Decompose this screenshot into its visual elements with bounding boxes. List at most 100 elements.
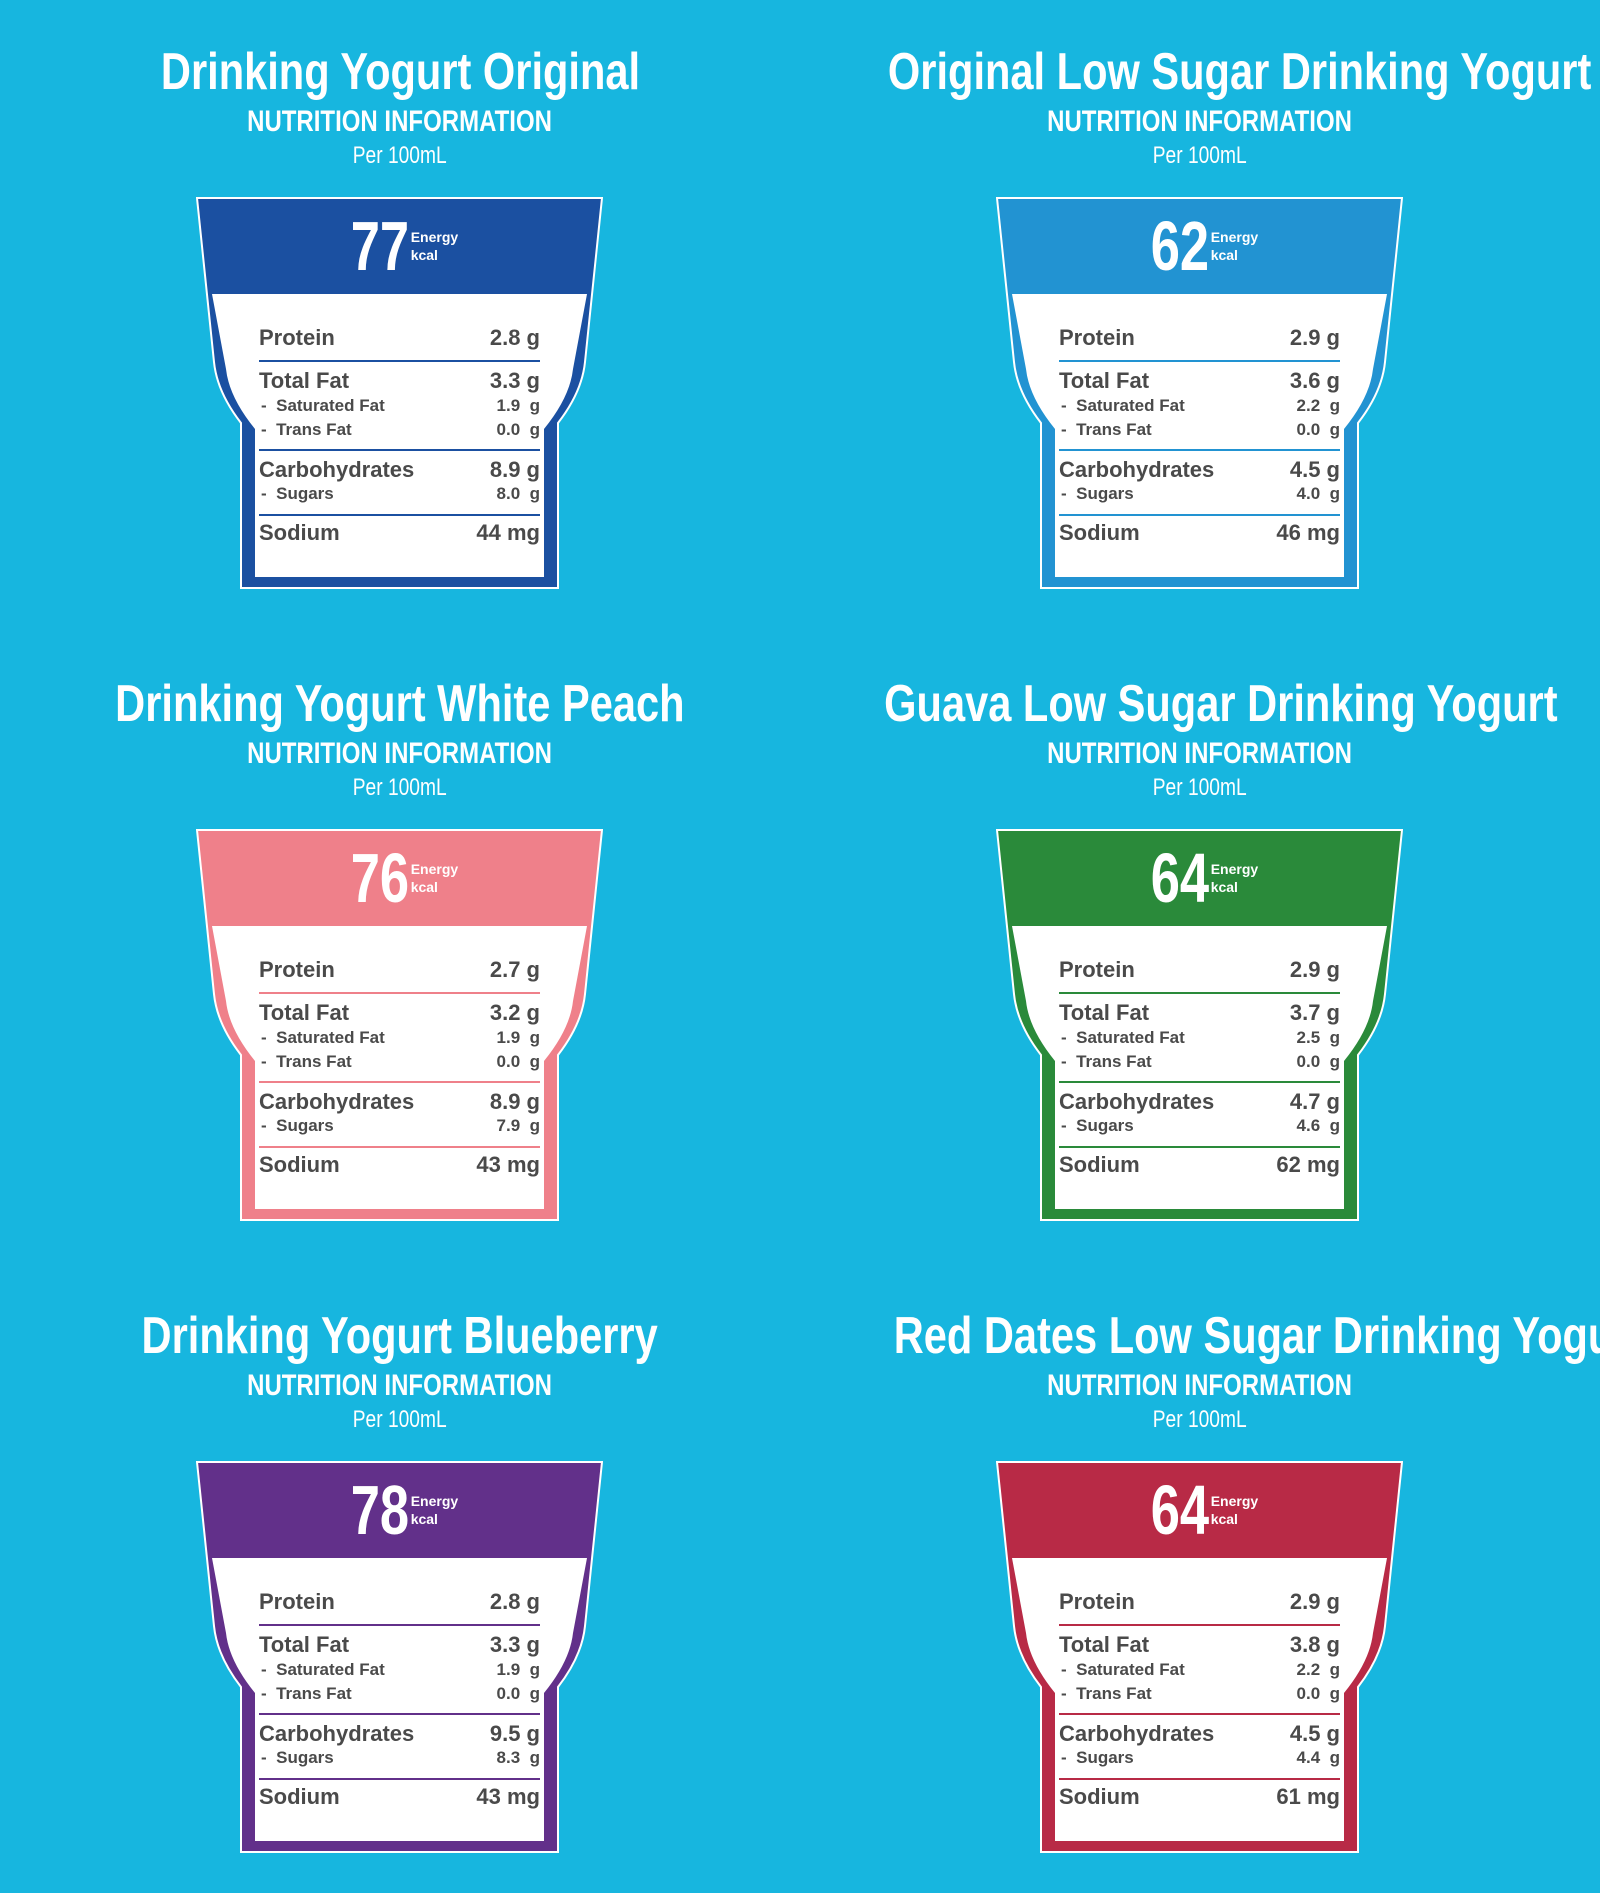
nutrient-name: Sodium xyxy=(259,1152,340,1177)
nutrient-row: - Trans Fat 0.0 g xyxy=(259,420,540,440)
cup-inner xyxy=(212,1558,587,1841)
energy-value: 64 xyxy=(1150,1471,1209,1549)
nutrient-value: 4.7 g xyxy=(1289,1089,1340,1114)
nutrient-value: 4.4 g xyxy=(1296,1748,1340,1767)
divider xyxy=(1059,1713,1340,1715)
nutrient-name: Sodium xyxy=(259,1784,340,1809)
nutrient-row: - Sugars 4.6 g xyxy=(1059,1116,1340,1136)
energy: 62 Energy kcal xyxy=(996,211,1403,281)
nutrient-name: - Trans Fat xyxy=(261,420,352,439)
nutrition-panel: Red Dates Low Sugar Drinking Yogurt NUTRI… xyxy=(800,1304,1600,1864)
nutrient-name: Carbohydrates xyxy=(1059,1089,1215,1114)
energy-label: Energy xyxy=(1210,229,1259,245)
panel-subtitle-text: NUTRITION INFORMATION xyxy=(1047,105,1353,138)
nutrient-name: - Saturated Fat xyxy=(1061,1028,1185,1047)
cup-inner xyxy=(1012,926,1387,1209)
nutrient-row: - Sugars 4.4 g xyxy=(1059,1748,1340,1768)
cup-inner xyxy=(1012,294,1387,577)
nutrient-row: - Trans Fat 0.0 g xyxy=(259,1052,540,1072)
energy: 77 Energy kcal xyxy=(196,211,603,281)
nutrient-name: Protein xyxy=(1059,1589,1135,1614)
nutrient-value: 1.9 g xyxy=(496,1660,540,1679)
cup-shape xyxy=(996,1461,1403,1853)
nutrient-name: - Trans Fat xyxy=(1061,420,1152,439)
nutrient-name: - Sugars xyxy=(261,484,334,503)
nutrient-name: Protein xyxy=(259,1589,335,1614)
energy-value: 62 xyxy=(1150,207,1209,285)
nutrient-name: - Sugars xyxy=(261,1748,334,1767)
nutrient-name: Total Fat xyxy=(1059,1000,1150,1025)
panel-subtitle: NUTRITION INFORMATION xyxy=(0,739,800,769)
nutrient-value: 9.5 g xyxy=(489,1721,540,1746)
cup-shape xyxy=(196,829,603,1221)
nutrient-row: - Sugars 8.0 g xyxy=(259,484,540,504)
divider xyxy=(259,1778,540,1780)
divider xyxy=(1059,514,1340,516)
nutrient-row: Protein 2.9 g xyxy=(1059,957,1340,983)
cup-inner xyxy=(212,926,587,1209)
nutrient-row: - Saturated Fat 2.2 g xyxy=(1059,1660,1340,1680)
energy-value: 77 xyxy=(350,207,409,285)
nutrient-value: 8.3 g xyxy=(496,1748,540,1767)
nutrient-value: 2.9 g xyxy=(1289,325,1340,350)
energy-value: 64 xyxy=(1150,839,1209,917)
nutrient-row: Total Fat 3.3 g xyxy=(259,368,540,394)
nutrient-name: Sodium xyxy=(1059,520,1140,545)
nutrient-value: 8.9 g xyxy=(489,457,540,482)
cup-label: 64 Energy kcal Protein 2.9 g Total Fat 3.7 g - … xyxy=(996,829,1403,1221)
nutrient-row: Carbohydrates 9.5 g xyxy=(259,1721,540,1747)
energy-unit: kcal xyxy=(410,1511,438,1527)
energy-labels: Energy kcal xyxy=(411,228,458,264)
nutrient-value: 2.5 g xyxy=(1296,1028,1340,1047)
nutrient-name: Sodium xyxy=(259,520,340,545)
nutrient-name: - Trans Fat xyxy=(261,1052,352,1071)
energy-labels: Energy kcal xyxy=(1211,1492,1258,1528)
divider xyxy=(259,1081,540,1083)
product-title-text: Red Dates Low Sugar Drinking Yogurt xyxy=(893,1307,1600,1365)
product-title-text: Drinking Yogurt White Peach xyxy=(115,675,685,733)
product-title: Drinking Yogurt White Peach xyxy=(0,678,800,730)
nutrient-row: Sodium 62 mg xyxy=(1059,1152,1340,1178)
energy: 64 Energy kcal xyxy=(996,843,1403,913)
serving-size: Per 100mL xyxy=(800,144,1600,168)
divider xyxy=(259,1624,540,1626)
nutrient-value: 4.6 g xyxy=(1296,1116,1340,1135)
product-title: Drinking Yogurt Blueberry xyxy=(0,1310,800,1362)
nutrient-row: Total Fat 3.3 g xyxy=(259,1632,540,1658)
nutrient-row: Carbohydrates 8.9 g xyxy=(259,457,540,483)
nutrient-name: Carbohydrates xyxy=(1059,1721,1215,1746)
cup-shape xyxy=(196,1461,603,1853)
nutrient-name: Total Fat xyxy=(259,1632,350,1657)
energy-labels: Energy kcal xyxy=(1211,860,1258,896)
nutrient-value: 1.9 g xyxy=(496,396,540,415)
panel-subtitle-text: NUTRITION INFORMATION xyxy=(247,737,553,770)
nutrition-panel: Guava Low Sugar Drinking Yogurt NUTRITION… xyxy=(800,672,1600,1232)
nutrient-row: - Saturated Fat 2.5 g xyxy=(1059,1028,1340,1048)
panel-subtitle: NUTRITION INFORMATION xyxy=(0,107,800,137)
panel-subtitle-text: NUTRITION INFORMATION xyxy=(1047,737,1353,770)
cup-inner xyxy=(212,294,587,577)
nutrient-value: 3.8 g xyxy=(1289,1632,1340,1657)
nutrient-row: - Saturated Fat 1.9 g xyxy=(259,396,540,416)
energy-labels: Energy kcal xyxy=(411,860,458,896)
nutrient-name: Carbohydrates xyxy=(259,1089,415,1114)
nutrient-row: Sodium 44 mg xyxy=(259,520,540,546)
nutrient-name: - Trans Fat xyxy=(261,1684,352,1703)
nutrient-row: Total Fat 3.2 g xyxy=(259,1000,540,1026)
nutrient-value: 62 mg xyxy=(1276,1152,1340,1177)
energy-value: 76 xyxy=(350,839,409,917)
nutrient-row: - Trans Fat 0.0 g xyxy=(1059,1684,1340,1704)
panel-subtitle-text: NUTRITION INFORMATION xyxy=(1047,1369,1353,1402)
serving-size-text: Per 100mL xyxy=(1153,142,1247,169)
divider xyxy=(259,992,540,994)
product-title: Drinking Yogurt Original xyxy=(0,46,800,98)
nutrient-name: - Saturated Fat xyxy=(261,1028,385,1047)
panel-subtitle-text: NUTRITION INFORMATION xyxy=(247,1369,553,1402)
nutrition-panel: Drinking Yogurt Original NUTRITION INFORM… xyxy=(0,40,800,600)
nutrient-value: 1.9 g xyxy=(496,1028,540,1047)
nutrient-row: Total Fat 3.7 g xyxy=(1059,1000,1340,1026)
nutrient-row: Carbohydrates 4.5 g xyxy=(1059,457,1340,483)
panel-subtitle: NUTRITION INFORMATION xyxy=(0,1371,800,1401)
nutrient-name: Total Fat xyxy=(259,1000,350,1025)
cup-label: 77 Energy kcal Protein 2.8 g Total Fat 3.3 g - … xyxy=(196,197,603,589)
